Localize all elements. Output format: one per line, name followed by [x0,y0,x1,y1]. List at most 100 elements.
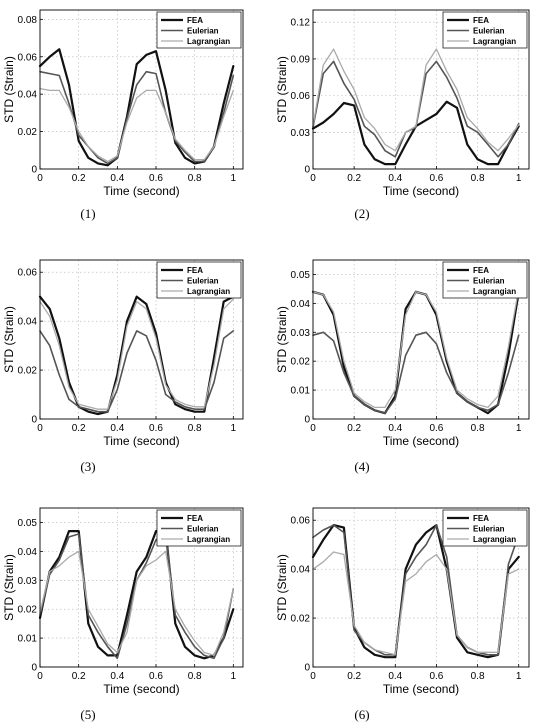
x-tick-label: 0.6 [429,423,443,434]
x-tick-label: 0.4 [110,671,124,682]
series-line-lagrangian [312,48,520,152]
y-tick-label: 0.04 [291,299,311,310]
legend-label-eulerian: Eulerian [473,525,505,534]
x-tick-label: 0.4 [110,173,124,184]
x-tick-label: 0.8 [188,671,202,682]
y-axis-label: STD (Strain) [2,554,16,621]
chart-panel-1: 0 0.2 0.4 0.6 0.8 1 0 0.02 0.04 0.06 0.08 Time (sec… [2,9,244,198]
y-tick-label: 0.06 [291,91,311,102]
tick-labels: 0 0.2 0.4 0.6 0.8 1 0 0.01 0.02 0.03 0.04 0.05 [18,518,237,682]
series-line-lagrangian [312,551,520,656]
y-axis-label: STD (Strain) [275,554,289,621]
chart-panel-3: 0 0.2 0.4 0.6 0.8 1 0 0.02 0.04 0.06 Time (second)… [2,259,244,448]
series-lines [311,48,520,166]
y-tick-label: 0 [304,663,310,674]
y-tick-label: 0 [31,165,37,176]
chart-panel-2: 0 0.2 0.4 0.6 0.8 1 0 0.03 0.06 0.09 0.12 Time (sec… [275,9,530,198]
y-tick-label: 0.05 [291,270,311,281]
y-tick-label: 0 [31,415,37,426]
series-line-lagrangian [39,87,234,163]
x-axis-label: Time (second) [103,184,179,198]
x-axis-label: Time (second) [383,682,459,696]
y-tick-label: 0.04 [291,565,311,576]
caption-panel-2: (2) [354,206,370,221]
x-tick-label: 0 [37,173,43,184]
legend-label-fea: FEA [473,266,489,275]
series-line-lagrangian [312,288,520,409]
series-lines [38,295,235,416]
x-tick-label: 0 [310,423,316,434]
x-tick-label: 0.2 [72,671,86,682]
y-tick-label: 0 [304,415,310,426]
legend-label-fea: FEA [473,16,489,25]
y-axis-label: STD (Strain) [2,56,16,123]
axes-frame [312,259,530,420]
y-tick-label: 0.01 [291,386,311,397]
y-tick-label: 0.08 [18,15,38,26]
axes-frame [312,9,530,170]
legend-label-lagrangian: Lagrangian [473,287,516,296]
tick-labels: 0 0.2 0.4 0.6 0.8 1 0 0.02 0.04 0.06 0.08 [18,15,237,184]
legend-label-fea: FEA [187,266,203,275]
chart-panel-5: 0 0.2 0.4 0.6 0.8 1 0 0.01 0.02 0.03 0.04 0.05 Time … [2,507,244,696]
x-axis-label: Time (second) [103,434,179,448]
series-line-lagrangian [39,550,234,657]
x-tick-label: 0.4 [110,423,124,434]
legend-label-fea: FEA [187,514,203,523]
y-tick-label: 0 [304,165,310,176]
x-tick-label: 0.4 [388,423,402,434]
x-tick-label: 0 [310,671,316,682]
series-line-fea [38,529,235,660]
series-line-eulerian [312,524,520,656]
chart-panel-4: 0 0.2 0.4 0.6 0.8 1 0 0.01 0.02 0.03 0.04 0.05 Time … [275,259,530,448]
series-lines [311,288,520,415]
tick-labels: 0 0.2 0.4 0.6 0.8 1 0 0.02 0.04 0.06 [291,516,522,682]
caption-panel-6: (6) [354,707,370,722]
legend-label-fea: FEA [187,16,203,25]
y-axis-label: STD (Strain) [2,306,16,373]
caption-panel-4: (4) [354,459,370,474]
x-tick-label: 0.8 [471,671,485,682]
x-tick-label: 0 [37,423,43,434]
y-tick-label: 0.02 [291,357,311,368]
legend-label-eulerian: Eulerian [473,277,505,286]
x-tick-label: 0.8 [188,423,202,434]
x-tick-label: 0.2 [347,173,361,184]
axes-frame [39,507,244,668]
y-tick-label: 0.02 [291,614,311,625]
chart-panel-6: 0 0.2 0.4 0.6 0.8 1 0 0.02 0.04 0.06 Time (second)… [275,507,530,696]
legend-label-lagrangian: Lagrangian [473,535,516,544]
x-tick-label: 0.2 [72,423,86,434]
legend-label-lagrangian: Lagrangian [187,535,230,544]
x-tick-label: 1 [516,671,522,682]
grid-lines [313,10,529,169]
legend-label-lagrangian: Lagrangian [187,287,230,296]
x-tick-label: 0.8 [471,173,485,184]
x-tick-label: 0.6 [429,671,443,682]
series-line-fea [38,295,235,416]
grid-lines [313,508,529,667]
y-tick-label: 0.02 [18,127,38,138]
y-axis-label: STD (Strain) [275,56,289,123]
y-tick-label: 0.06 [291,516,311,527]
legend-label-eulerian: Eulerian [473,27,505,36]
x-axis-label: Time (second) [383,434,459,448]
legend-label-eulerian: Eulerian [187,277,219,286]
x-tick-label: 0.6 [149,173,163,184]
y-tick-label: 0 [31,663,37,674]
x-tick-label: 1 [516,173,522,184]
axes-frame [312,507,530,668]
series-line-eulerian [312,60,520,158]
x-tick-label: 1 [231,671,237,682]
caption-panel-3: (3) [80,459,96,474]
y-tick-label: 0.06 [18,268,38,279]
axes-frame [39,259,244,420]
x-tick-label: 1 [231,173,237,184]
legend-label-lagrangian: Lagrangian [473,37,516,46]
